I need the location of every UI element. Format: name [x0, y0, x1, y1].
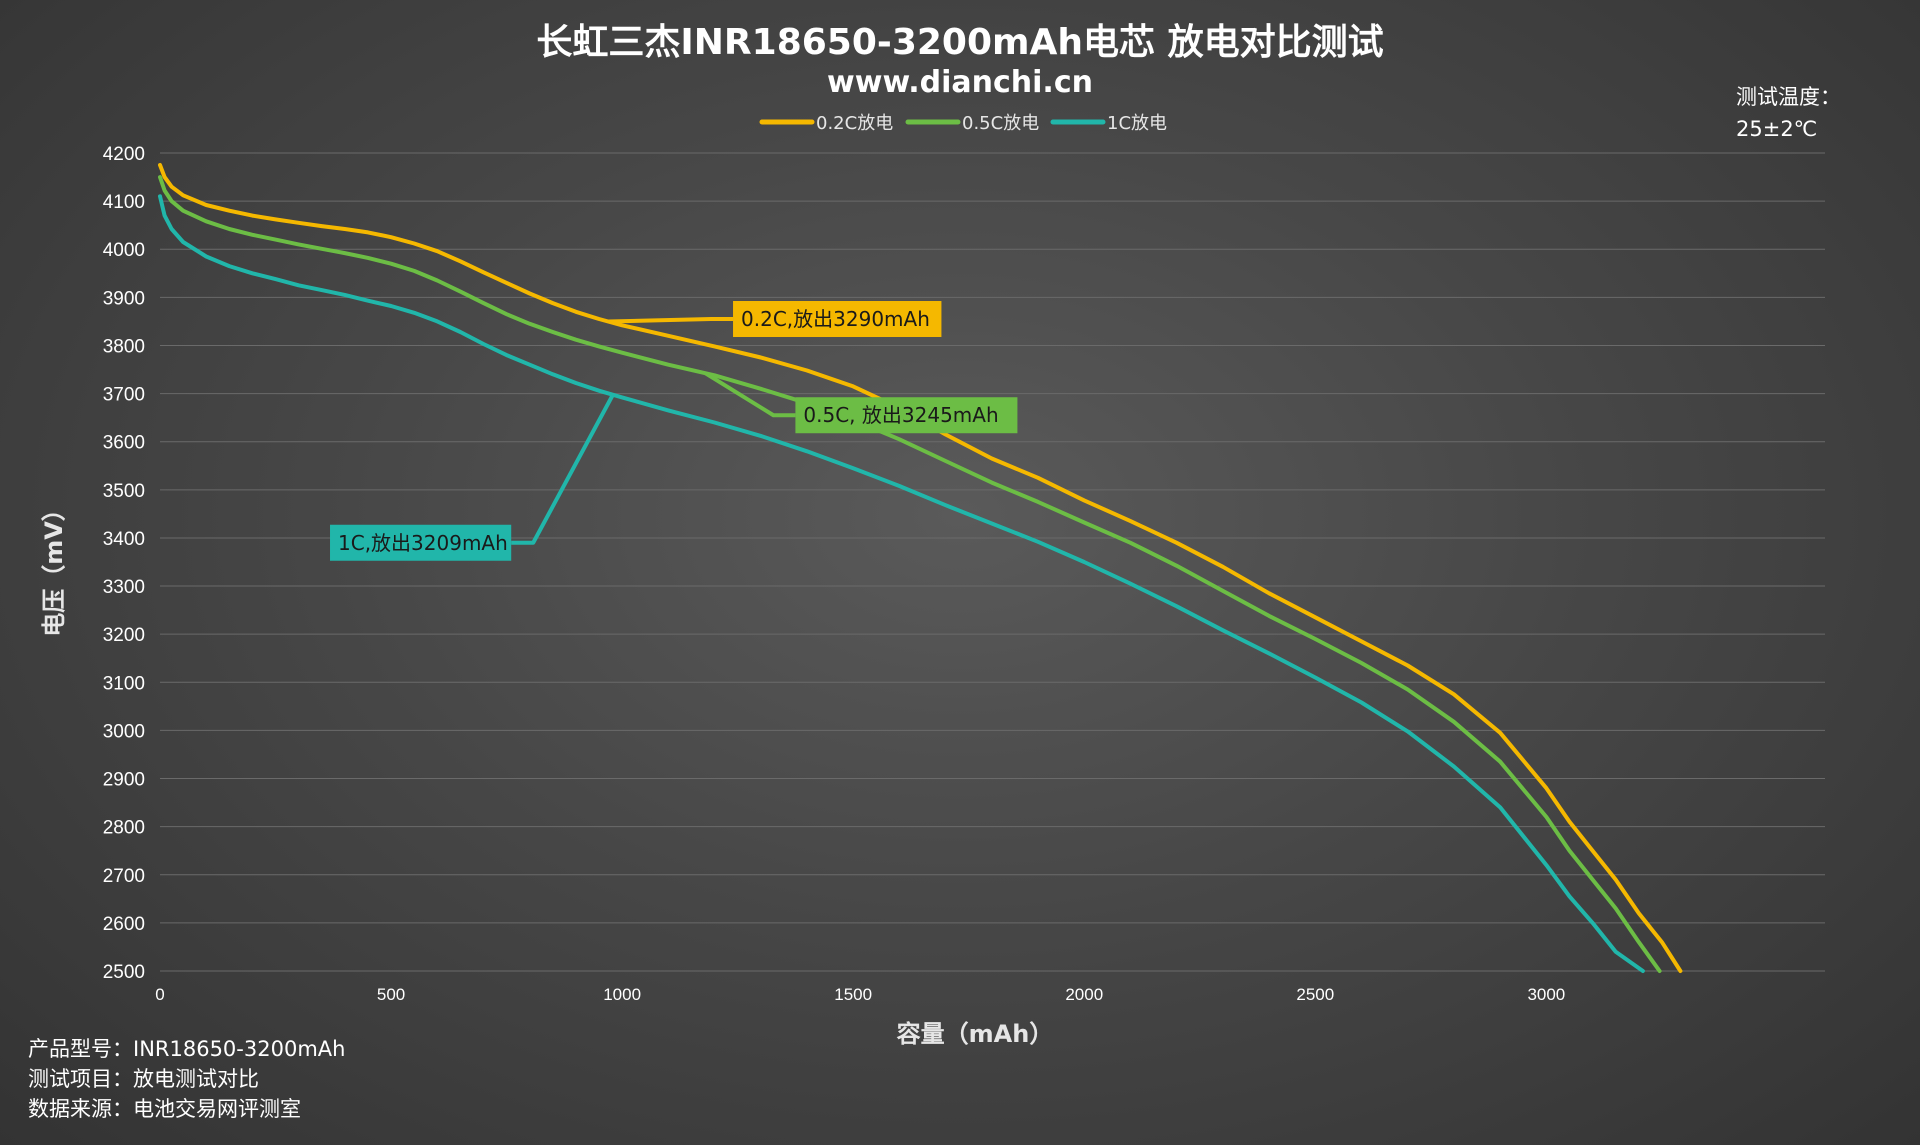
y-tick-label: 3500 [103, 481, 145, 502]
y-tick-label: 3100 [103, 673, 145, 694]
x-tick-label: 500 [377, 985, 405, 1004]
y-tick-label: 3300 [103, 577, 145, 598]
y-tick-label: 4000 [103, 240, 145, 261]
y-axis-ticks: 4200 4100 4000 3900 3800 3700 3600 3500 3400 3300… [103, 144, 145, 983]
x-axis-label: 容量（mAh） [897, 1020, 1054, 1048]
legend-label: 1C放电 [1107, 113, 1167, 134]
annotations: 0.2C,放出3290mAh 0.5C, 放出3245mAh 1C,放出3209mA… [330, 301, 1018, 561]
y-tick-label: 3600 [103, 433, 145, 454]
series-line [158, 175, 1662, 973]
y-tick-label: 3200 [103, 625, 145, 646]
annotation-box [733, 301, 942, 338]
temperature-value: 25±2℃ [1736, 117, 1817, 141]
footer-model: 产品型号：INR18650-3200mAh [28, 1037, 345, 1061]
annotation-box [795, 397, 1018, 434]
x-axis-ticks: 0 500 1000 1500 2000 2500 3000 [155, 985, 1565, 1004]
footer-test-item: 测试项目：放电测试对比 [28, 1067, 259, 1091]
annotation-text: 0.2C,放出3290mAh [741, 307, 930, 331]
y-axis-label: 电压（mV） [40, 497, 68, 637]
legend-label: 0.2C放电 [816, 113, 893, 134]
chart-subtitle: www.dianchi.cn [827, 65, 1093, 100]
y-tick-label: 4100 [103, 192, 145, 213]
y-tick-label: 2700 [103, 866, 145, 887]
y-tick-label: 3400 [103, 529, 145, 550]
y-tick-label: 2900 [103, 770, 145, 791]
annotation-text: 1C,放出3209mAh [338, 531, 508, 555]
y-tick-label: 3800 [103, 336, 145, 357]
x-tick-label: 1500 [834, 985, 872, 1004]
y-tick-label: 2600 [103, 914, 145, 935]
x-tick-label: 2000 [1065, 985, 1103, 1004]
temperature-label: 测试温度： [1736, 85, 1841, 109]
chart-title: 长虹三杰INR18650-3200mAh电芯 放电对比测试 [536, 22, 1383, 63]
x-tick-label: 1000 [603, 985, 641, 1004]
legend-label: 0.5C放电 [962, 113, 1039, 134]
series-line [158, 194, 1645, 973]
x-tick-label: 0 [155, 985, 164, 1004]
y-tick-label: 2500 [103, 962, 145, 983]
series-line [158, 163, 1683, 973]
annotation-leader [511, 393, 615, 545]
legend: 0.2C放电 0.5C放电 1C放电 [759, 113, 1167, 134]
annotation-leader [704, 371, 796, 418]
y-tick-label: 3000 [103, 721, 145, 742]
series-lines [158, 163, 1683, 973]
y-tick-label: 4200 [103, 144, 145, 165]
annotation-box [330, 524, 512, 561]
x-tick-label: 2500 [1296, 985, 1334, 1004]
x-tick-label: 3000 [1527, 985, 1565, 1004]
y-tick-label: 3700 [103, 385, 145, 406]
y-tick-label: 3900 [103, 288, 145, 309]
grid-lines [160, 152, 1825, 972]
y-tick-label: 2800 [103, 818, 145, 839]
annotation-text: 0.5C, 放出3245mAh [803, 403, 998, 427]
footer-source: 数据来源：电池交易网评测室 [28, 1097, 301, 1121]
annotation-leader [608, 317, 734, 324]
